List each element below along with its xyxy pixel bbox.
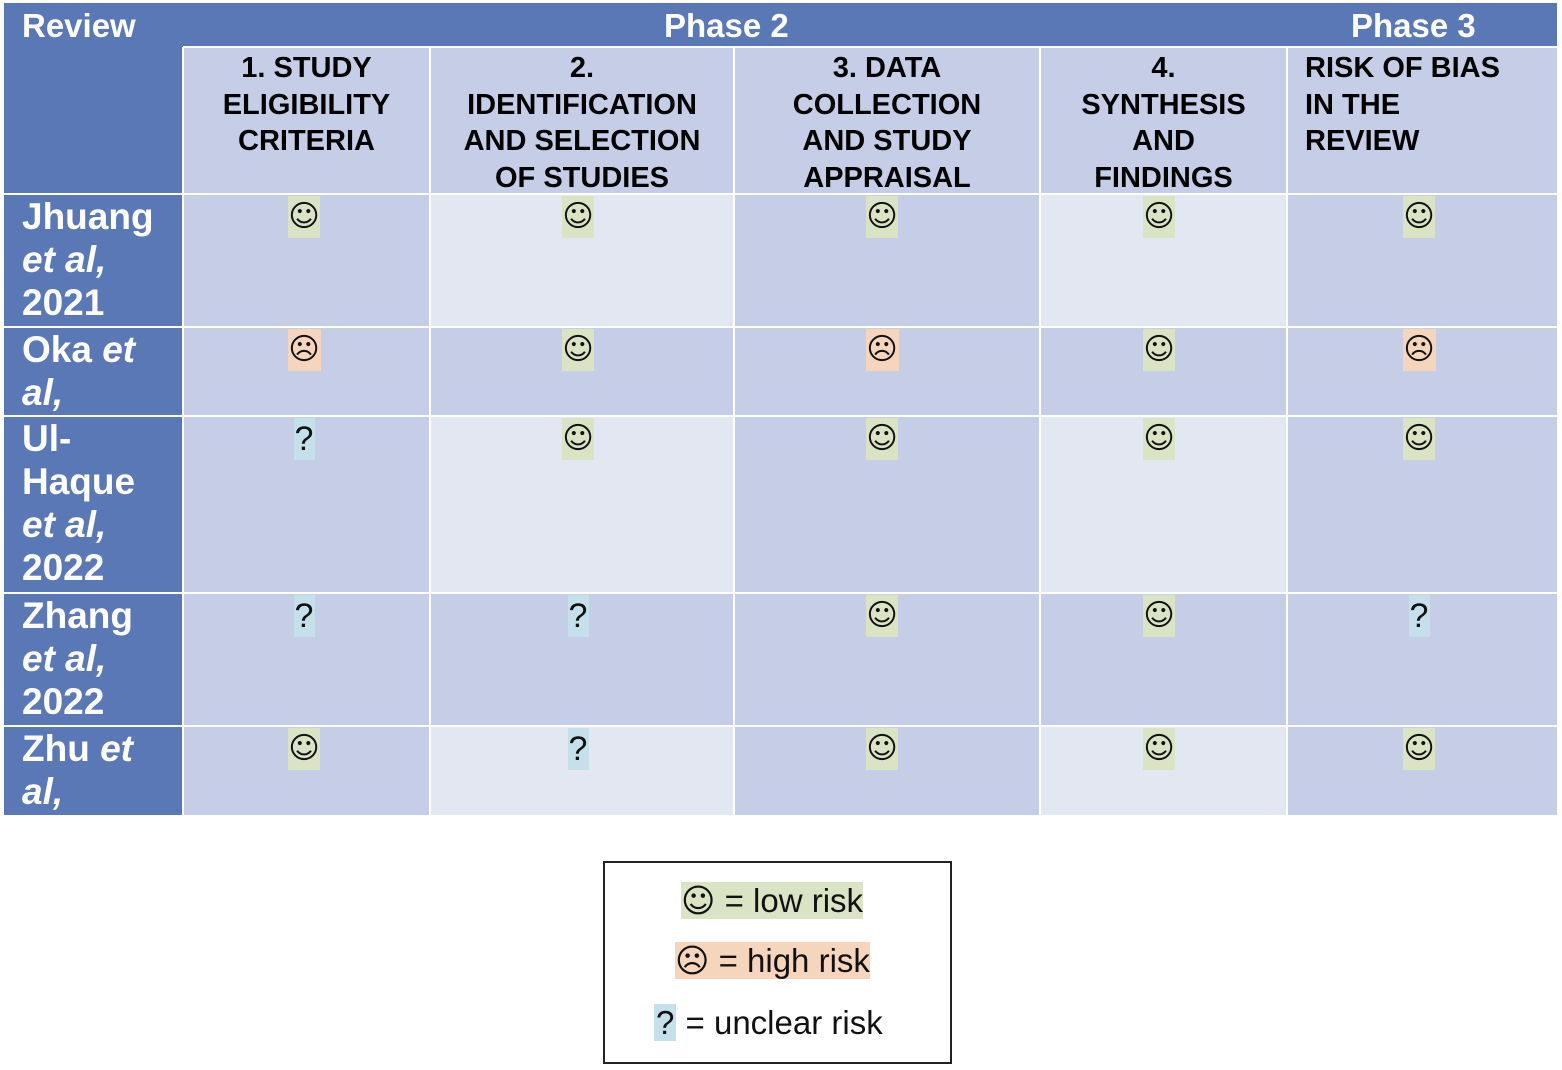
- review-name-line: Haque: [22, 461, 136, 502]
- review-name-line: 2022: [22, 547, 105, 588]
- smile-icon: ☺: [1143, 595, 1175, 637]
- grid-line: [1039, 47, 1041, 815]
- grid-line: [733, 47, 735, 815]
- review-name-line: al,: [22, 372, 64, 413]
- column-header-line: AND: [1132, 125, 1195, 157]
- review-name-line: Oka et: [22, 329, 136, 370]
- question-icon: ?: [293, 418, 315, 460]
- smile-icon: ☺: [866, 728, 898, 770]
- column-header-line: REVIEW: [1305, 125, 1420, 157]
- column-header-3: 3. DATA COLLECTION AND STUDY APPRAISAL: [734, 47, 1040, 194]
- column-header-5: RISK OF BIAS IN THE REVIEW: [1287, 47, 1557, 194]
- question-icon: ?: [293, 595, 315, 637]
- legend-high-text: = high risk: [709, 942, 870, 979]
- smile-icon: ☺: [866, 196, 898, 238]
- smile-icon: ☺: [1403, 728, 1435, 770]
- review-name-3: Ul- Haque et al, 2022: [4, 416, 183, 593]
- frown-icon: ☹: [287, 329, 321, 371]
- smile-icon: ☺: [562, 418, 594, 460]
- smile-icon: ☺: [1143, 329, 1175, 371]
- column-header-line: 1. STUDY: [241, 52, 372, 84]
- column-header-line: 3. DATA: [832, 52, 942, 84]
- review-name-line: et al,: [22, 638, 107, 679]
- review-name-line: et al,: [22, 239, 107, 280]
- smile-icon: ☺: [1403, 196, 1435, 238]
- review-name-line: 2021: [22, 813, 183, 815]
- review-name-line: Ul-: [22, 418, 72, 459]
- grid-line: [4, 415, 1557, 417]
- risk-of-bias-table: Review Phase 2 Phase 3 1. STUDY ELIGIBILITY C…: [4, 3, 1557, 815]
- grid-line: [183, 46, 1557, 48]
- phase-3-header: Phase 3: [1351, 7, 1476, 44]
- review-name-line: Zhu et: [22, 728, 133, 769]
- legend-low-text: = low risk: [715, 882, 864, 919]
- column-header-line: OF STUDIES: [494, 161, 669, 194]
- grid-line: [4, 592, 1557, 594]
- review-name-4: Zhang et al, 2022: [4, 593, 183, 726]
- question-icon: ?: [654, 1004, 677, 1041]
- review-column-bg: [4, 3, 183, 815]
- column-header-line: COLLECTION: [792, 88, 982, 121]
- review-name-line: Zhang: [22, 595, 133, 636]
- grid-line: [4, 326, 1557, 328]
- phase-header-bar: [183, 3, 1557, 47]
- frown-icon: ☹: [675, 941, 710, 980]
- legend-unclear-text: = unclear risk: [676, 1004, 883, 1041]
- frown-icon: ☹: [1402, 329, 1436, 371]
- review-name-line: al,: [22, 771, 64, 812]
- legend-unclear: ? = unclear risk: [654, 1003, 883, 1043]
- grid-line: [4, 193, 1557, 195]
- review-name-line: Jhuang: [22, 196, 154, 237]
- smile-icon: ☺: [288, 728, 320, 770]
- column-header-line: APPRAISAL: [803, 161, 971, 194]
- question-icon: ?: [1408, 595, 1430, 637]
- column-header-1: 1. STUDY ELIGIBILITY CRITERIA: [183, 47, 430, 194]
- column-header-line: FINDINGS: [1094, 161, 1233, 194]
- legend: ☺ = low risk ☹ = high risk ? = unclear r…: [603, 861, 952, 1064]
- review-name-1: Jhuang et al, 2021: [4, 194, 183, 327]
- legend-high: ☹ = high risk: [675, 941, 870, 981]
- review-name-line: 2021: [22, 282, 105, 323]
- legend-low: ☺ = low risk: [681, 881, 864, 921]
- column-header-line: CRITERIA: [238, 125, 375, 157]
- column-header-line: AND STUDY: [802, 125, 972, 157]
- column-header-line: AND SELECTION: [463, 125, 701, 157]
- review-name-line: et al,: [22, 504, 107, 545]
- column-header-line: SYNTHESIS: [1081, 88, 1246, 121]
- smile-icon: ☺: [1403, 418, 1435, 460]
- phase-2-header: Phase 2: [664, 7, 789, 44]
- question-icon: ?: [567, 595, 589, 637]
- column-header-line: 2.: [569, 52, 595, 84]
- frown-icon: ☹: [865, 329, 899, 371]
- smile-icon: ☺: [1143, 728, 1175, 770]
- question-icon: ?: [567, 728, 589, 770]
- review-name-line: 2022: [22, 681, 105, 722]
- smile-icon: ☺: [681, 881, 716, 920]
- smile-icon: ☺: [562, 329, 594, 371]
- smile-icon: ☺: [866, 595, 898, 637]
- grid-line: [429, 47, 431, 815]
- column-header-2: 2. IDENTIFICATION AND SELECTION OF STUDIES: [430, 47, 734, 194]
- smile-icon: ☺: [866, 418, 898, 460]
- grid-line: [4, 725, 1557, 727]
- column-header-line: RISK OF BIAS: [1305, 52, 1500, 84]
- grid-line: [182, 47, 184, 815]
- column-header-line: IDENTIFICATION: [467, 88, 697, 121]
- smile-icon: ☺: [1143, 196, 1175, 238]
- column-header-line: IN THE: [1305, 88, 1401, 121]
- column-header-line: ELIGIBILITY: [222, 88, 391, 121]
- column-header-4: 4. SYNTHESIS AND FINDINGS: [1040, 47, 1287, 194]
- smile-icon: ☺: [288, 196, 320, 238]
- smile-icon: ☺: [562, 196, 594, 238]
- column-header-line: 4.: [1151, 52, 1176, 84]
- smile-icon: ☺: [1143, 418, 1175, 460]
- grid-line: [1286, 47, 1288, 815]
- review-header: Review: [22, 7, 136, 44]
